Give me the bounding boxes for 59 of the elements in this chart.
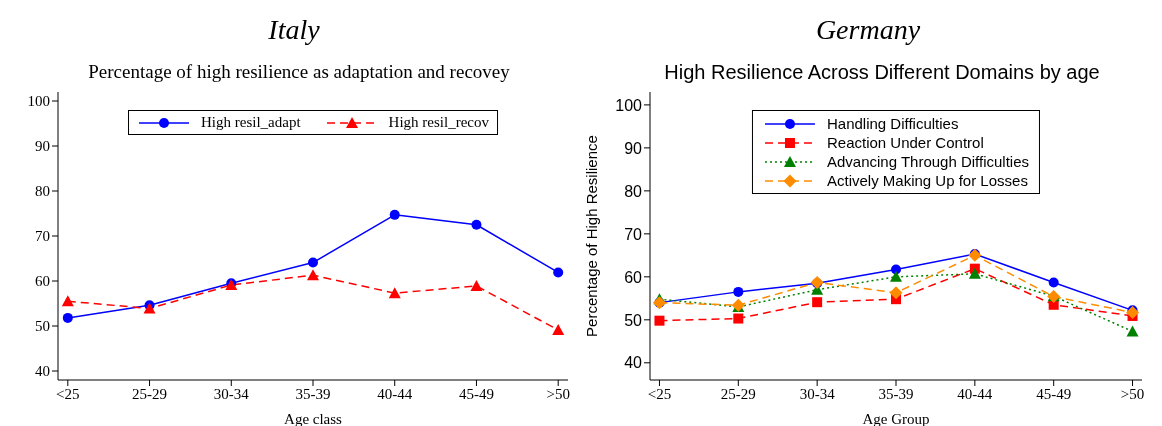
point <box>1126 325 1139 337</box>
y-tick-label: 90 <box>624 139 643 157</box>
chart-title: Germany <box>814 13 922 47</box>
y-tick-label: 80 <box>624 182 643 200</box>
y-tick-label: 50 <box>35 318 50 335</box>
x-tick-label: 30-34 <box>799 385 836 402</box>
legend-label: Advancing Through Difficulties <box>826 153 1030 170</box>
legend-label: Reaction Under Control <box>826 134 984 151</box>
x-tick-label: >50 <box>546 385 570 402</box>
point <box>471 219 482 230</box>
y-tick-label: 60 <box>624 268 643 286</box>
x-tick-label: 45-49 <box>458 385 494 402</box>
point <box>553 267 564 278</box>
y-tick-label: 50 <box>624 311 643 329</box>
point <box>968 267 981 279</box>
x-tick-label: >50 <box>1120 385 1145 402</box>
x-tick-label: 35-39 <box>878 385 914 402</box>
point <box>470 279 483 291</box>
point <box>889 286 903 300</box>
x-tick-label: <25 <box>56 385 80 402</box>
y-tick-label: 40 <box>624 354 643 372</box>
point <box>890 270 902 282</box>
x-tick-label: 25-29 <box>720 385 756 402</box>
y-tick-label: 70 <box>35 228 50 245</box>
point <box>388 287 401 299</box>
point <box>307 269 319 281</box>
x-tick-label: 30-34 <box>213 385 250 402</box>
x-tick-label: 25-29 <box>132 385 168 402</box>
legend-label: Handling Difficulties <box>826 115 959 132</box>
point <box>62 312 73 323</box>
chart-title: Italy <box>267 13 321 47</box>
point <box>389 209 400 220</box>
x-tick-label: 45-49 <box>1036 385 1072 402</box>
x-tick-label: 35-39 <box>295 385 331 402</box>
y-tick-label: 90 <box>35 138 50 155</box>
x-tick-label: <25 <box>647 385 672 402</box>
x-tick-label: 40-44 <box>377 385 413 402</box>
chart-subtitle: Percentage of high resilience as adaptation and recovey <box>87 60 511 84</box>
y-tick-label: 40 <box>35 363 50 380</box>
legend-label: Actively Making Up for Losses <box>826 172 1028 189</box>
point <box>61 295 74 307</box>
y-tick-label: 80 <box>35 183 50 200</box>
point <box>1126 306 1140 320</box>
point <box>1048 277 1059 288</box>
y-axis-title: Percentage of High Resilience <box>583 135 601 337</box>
point <box>733 313 744 324</box>
y-tick-label: 100 <box>27 93 50 110</box>
point <box>552 324 565 336</box>
point <box>654 315 665 326</box>
x-tick-label: 40-44 <box>957 385 993 402</box>
chart-subtitle: High Resilience Across Different Domains by age <box>663 60 1101 85</box>
legend-label: High resil_recov <box>388 114 489 131</box>
point <box>308 257 318 268</box>
point <box>812 297 823 308</box>
y-tick-label: 60 <box>35 273 50 290</box>
y-tick-label: 100 <box>615 96 643 114</box>
point <box>733 286 744 297</box>
y-tick-label: 70 <box>624 225 643 243</box>
legend-label: High resil_adapt <box>201 114 301 131</box>
